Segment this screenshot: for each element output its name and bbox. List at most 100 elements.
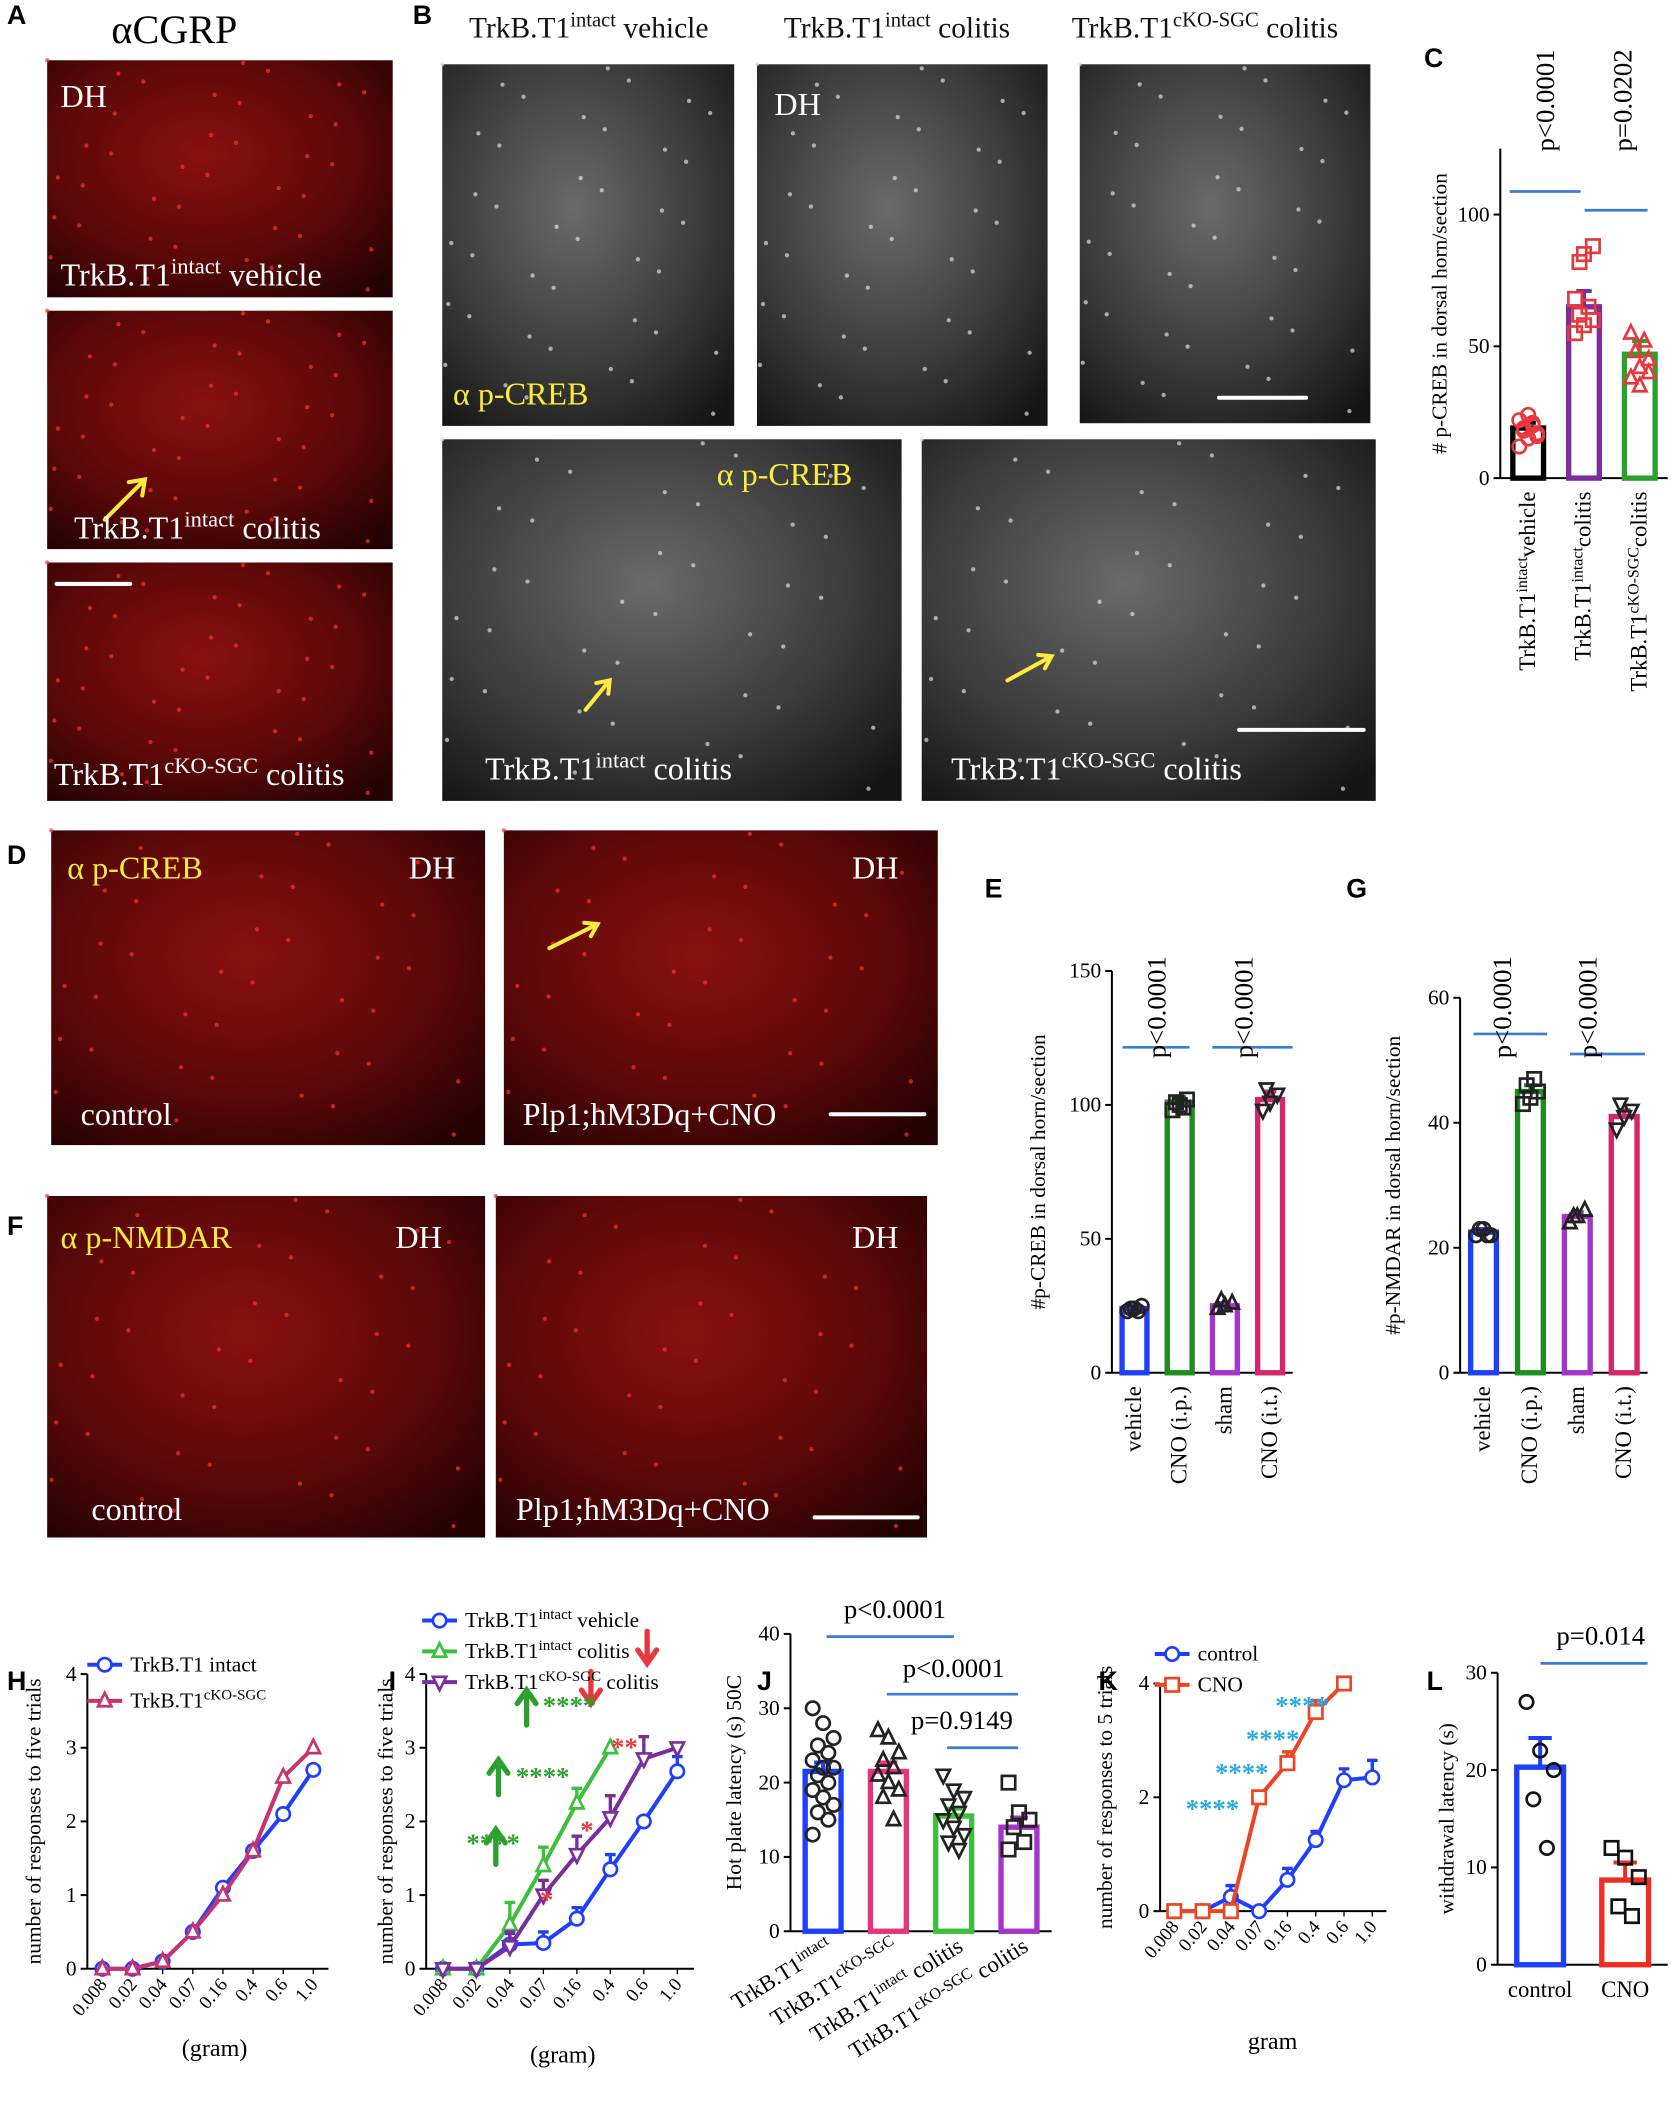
cell-speck — [329, 413, 335, 418]
data-point — [1257, 1082, 1276, 1100]
cell-speck — [997, 159, 1002, 164]
data-point — [884, 1808, 903, 1827]
cell-speck — [77, 223, 82, 228]
significance: * — [580, 1815, 593, 1845]
cell-speck — [295, 831, 300, 837]
micrograph — [921, 439, 1376, 801]
cell-speck — [1223, 632, 1229, 637]
cell-speck — [738, 1197, 743, 1202]
cell-speck — [1080, 360, 1085, 365]
line-point — [183, 1920, 202, 1939]
line-point — [434, 1962, 452, 1980]
micrograph — [47, 310, 393, 550]
cell-speck — [1140, 380, 1145, 386]
cell-speck — [695, 502, 701, 507]
cell-speck — [257, 1243, 262, 1249]
cell-speck — [853, 1285, 859, 1291]
cell-speck — [578, 175, 583, 181]
cell-speck — [657, 550, 663, 556]
line-point — [1166, 1903, 1183, 1920]
y-tick-label: 4 — [66, 1662, 77, 1686]
cell-speck — [444, 737, 450, 743]
cell-speck — [627, 1393, 632, 1398]
x-tick-label: 0.4 — [1294, 1916, 1326, 1948]
significance: * — [540, 1884, 553, 1914]
image-label: control — [91, 1491, 182, 1527]
significance: **** — [1215, 1757, 1269, 1787]
line-point — [1279, 1755, 1296, 1772]
x-tick-label: 0.4 — [588, 1974, 620, 2006]
cell-speck — [859, 966, 864, 971]
cell-speck — [276, 437, 281, 442]
cell-speck — [573, 1328, 578, 1333]
cell-speck — [680, 220, 686, 225]
p-value: p=0.014 — [1556, 1621, 1645, 1651]
panel-letter: C — [1424, 43, 1443, 73]
line-point — [1335, 1675, 1353, 1692]
cell-speck — [365, 1447, 370, 1452]
data-point — [1021, 1811, 1038, 1828]
micrograph — [47, 562, 393, 801]
cell-speck — [305, 656, 310, 662]
cell-speck — [507, 1362, 512, 1367]
y-tick-label: 0 — [1090, 1360, 1101, 1384]
cell-speck — [173, 496, 178, 501]
image-label: control — [81, 1096, 172, 1132]
text-part: colitis — [601, 1670, 659, 1694]
data-point — [1623, 1908, 1641, 1925]
cell-speck — [776, 705, 781, 710]
x-tick-label: TrkB.T1cKO-SGCcolitis — [1625, 491, 1652, 691]
cell-speck — [1045, 469, 1051, 474]
y-tick-label: 20 — [1465, 1758, 1486, 1782]
error-bar — [1528, 1735, 1552, 1768]
x-tick-label: CNO (i.t.) — [1611, 1386, 1636, 1479]
line-point — [274, 1766, 293, 1784]
cell-speck — [109, 402, 114, 407]
y-tick-label: 20 — [1428, 1235, 1449, 1259]
cell-speck — [1000, 98, 1005, 103]
cell-speck — [525, 579, 530, 584]
cell-speck — [828, 955, 833, 960]
line-point — [1307, 1703, 1324, 1720]
cell-speck — [961, 689, 966, 694]
arrow — [102, 477, 148, 522]
cell-speck — [212, 1404, 217, 1410]
cell-speck — [482, 689, 488, 694]
data-point — [1635, 330, 1654, 348]
cell-speck — [742, 1481, 747, 1486]
cell-speck — [966, 628, 971, 633]
cell-speck — [329, 1493, 334, 1498]
cell-speck — [440, 437, 445, 442]
micrograph — [47, 60, 393, 298]
cell-speck — [1110, 191, 1115, 196]
cell-speck — [1350, 348, 1355, 353]
cell-speck — [301, 696, 306, 702]
y-tick-label: 2 — [66, 1809, 77, 1833]
y-tick-label: 0 — [1479, 466, 1490, 490]
cell-speck — [1130, 611, 1135, 617]
cell-speck — [49, 828, 54, 833]
cell-speck — [994, 220, 999, 225]
cell-speck — [208, 132, 214, 137]
cell-speck — [269, 769, 274, 774]
image-label: α p-NMDAR — [61, 1219, 233, 1255]
cell-speck — [738, 937, 744, 943]
p-value: p<0.0001 — [1141, 956, 1171, 1058]
cell-speck — [171, 1508, 176, 1513]
cell-speck — [656, 269, 662, 274]
cell-speck — [683, 159, 689, 164]
image-label: DH — [852, 1219, 898, 1255]
text-part: TrkB.T1 — [465, 1639, 539, 1663]
cell-speck — [233, 643, 239, 648]
cell-speck — [1177, 441, 1182, 446]
text-part: TrkB.T1 — [465, 1608, 539, 1632]
x-tick-label: 0.07 — [515, 1975, 552, 2014]
p-value: p<0.0001 — [1487, 956, 1517, 1058]
cell-speck — [602, 127, 607, 132]
y-tick-label: 0 — [1476, 1952, 1487, 1976]
cell-speck — [838, 395, 844, 400]
arrow — [483, 1824, 508, 1867]
x-tick-label: 0.16 — [195, 1975, 232, 2014]
cell-speck — [57, 1036, 63, 1042]
y-tick-label: 1 — [405, 1883, 416, 1907]
